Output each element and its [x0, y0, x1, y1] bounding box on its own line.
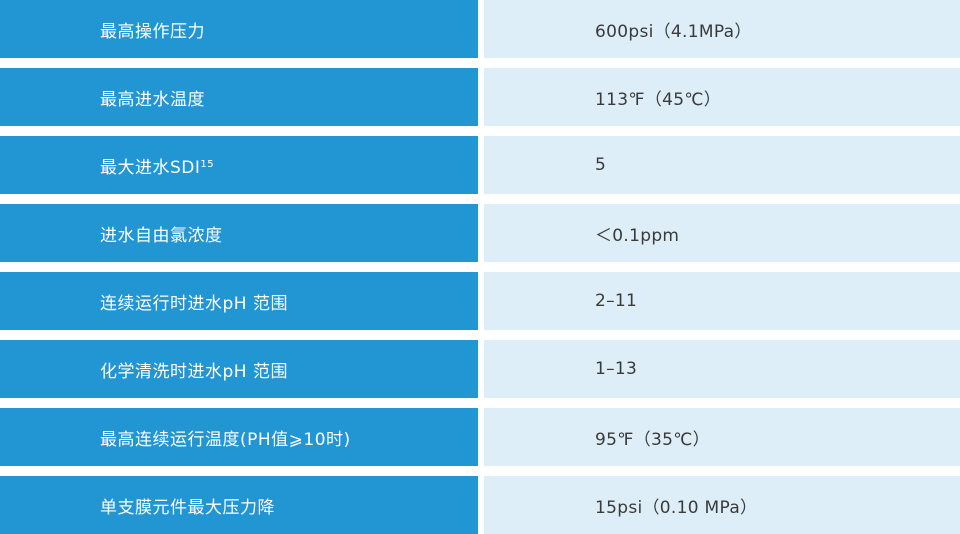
spec-value-cell: 113℉（45℃）: [484, 68, 960, 126]
spec-value-cell: 5: [484, 136, 960, 194]
spec-value: 95℉（35℃）: [595, 429, 710, 450]
spec-label-cell: 单支膜元件最大压力降: [0, 476, 478, 534]
spec-label: 化学清洗时进水pH 范围: [100, 361, 288, 382]
spec-label: 最大进水SDI: [100, 157, 201, 178]
spec-value: 600psi（4.1MPa）: [595, 21, 752, 42]
spec-value: 5: [595, 155, 607, 175]
spec-label: 单支膜元件最大压力降: [100, 497, 275, 518]
spec-value: 113℉（45℃）: [595, 89, 722, 110]
spec-value-cell: 2–11: [484, 272, 960, 330]
spec-value-cell: 600psi（4.1MPa）: [484, 0, 960, 58]
spec-label-cell: 最高连续运行温度(PH值⩾10时): [0, 408, 478, 466]
spec-value: 2–11: [595, 291, 638, 311]
spec-label-cell: 最大进水SDI 15: [0, 136, 478, 194]
table-row: 连续运行时进水pH 范围 2–11: [0, 272, 960, 330]
spec-label: 连续运行时进水pH 范围: [100, 293, 288, 314]
table-row: 最大进水SDI 15 5: [0, 136, 960, 194]
spec-value: 1–13: [595, 359, 638, 379]
spec-value-cell: 95℉（35℃）: [484, 408, 960, 466]
spec-value-cell: 15psi（0.10 MPa）: [484, 476, 960, 534]
table-row: 化学清洗时进水pH 范围 1–13: [0, 340, 960, 398]
spec-label-cell: 最高操作压力: [0, 0, 478, 58]
spec-label-cell: 连续运行时进水pH 范围: [0, 272, 478, 330]
table-row: 最高操作压力 600psi（4.1MPa）: [0, 0, 960, 58]
table-row: 最高连续运行温度(PH值⩾10时) 95℉（35℃）: [0, 408, 960, 466]
spec-label: 最高进水温度: [100, 89, 205, 110]
spec-value-cell: ＜0.1ppm: [484, 204, 960, 262]
table-row: 进水自由氯浓度 ＜0.1ppm: [0, 204, 960, 262]
spec-label: 最高连续运行温度(PH值⩾10时): [100, 429, 351, 450]
spec-label-cell: 化学清洗时进水pH 范围: [0, 340, 478, 398]
spec-value-cell: 1–13: [484, 340, 960, 398]
table-row: 最高进水温度 113℉（45℃）: [0, 68, 960, 126]
spec-value: 15psi（0.10 MPa）: [595, 497, 758, 518]
table-row: 单支膜元件最大压力降 15psi（0.10 MPa）: [0, 476, 960, 534]
spec-label: 进水自由氯浓度: [100, 225, 223, 246]
spec-value: ＜0.1ppm: [595, 225, 680, 246]
spec-label-cell: 最高进水温度: [0, 68, 478, 126]
spec-label: 最高操作压力: [100, 21, 205, 42]
spec-label-cell: 进水自由氯浓度: [0, 204, 478, 262]
